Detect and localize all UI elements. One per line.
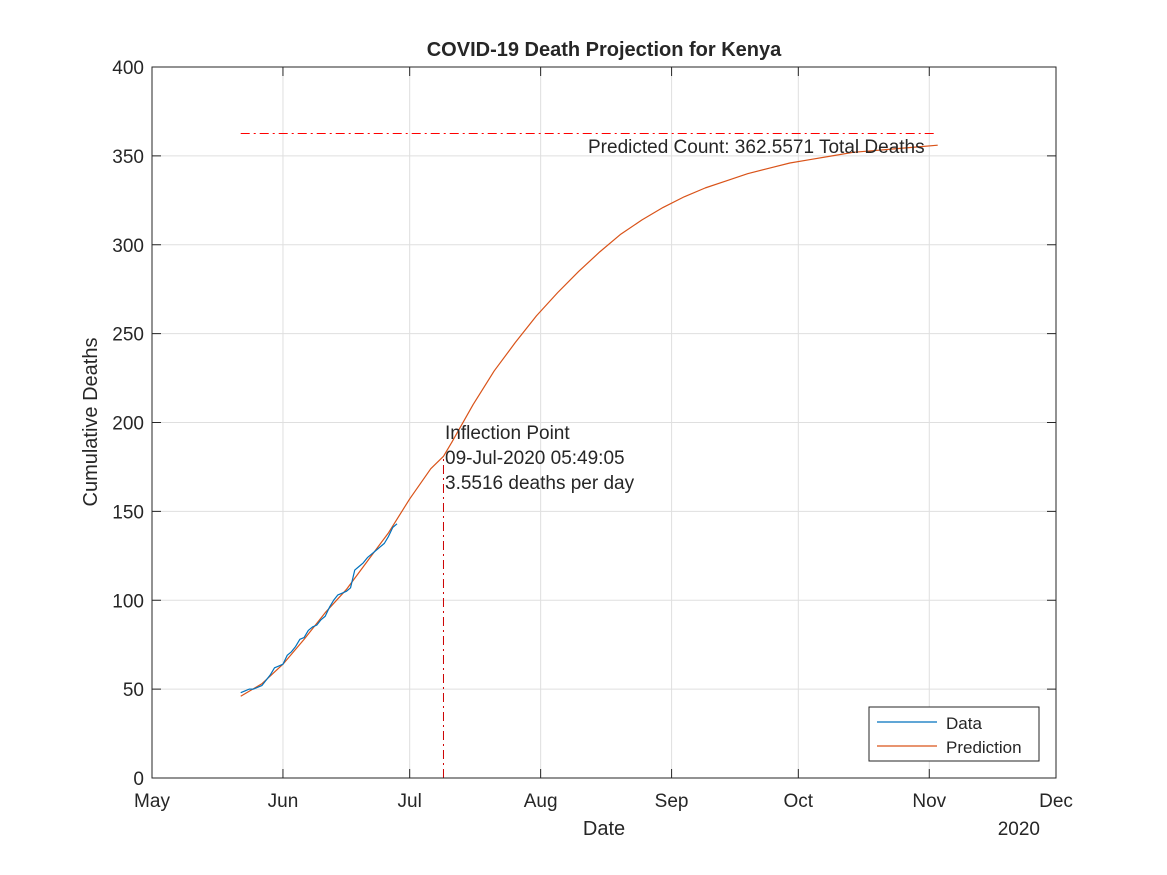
legend: Data Prediction — [868, 706, 1040, 762]
y-tick-label: 350 — [112, 147, 144, 168]
axis-ticks: May Jun Jul Aug Sep Oct Nov Dec 0 50 100 150 200 250 3… — [112, 58, 1073, 812]
x-tick-label: Jul — [398, 791, 422, 812]
chart-title: COVID-19 Death Projection for Kenya — [427, 39, 782, 61]
y-tick-label: 200 — [112, 414, 144, 435]
inflection-annotation-date: 09-Jul-2020 05:49:05 — [445, 448, 625, 469]
series-line-prediction — [240, 144, 938, 697]
legend-box — [868, 706, 1040, 762]
annotations: Predicted Count: 362.5571 Total Deaths I… — [445, 137, 925, 494]
y-tick-label: 250 — [112, 325, 144, 346]
reference-lines — [240, 133, 938, 778]
x-axis-label: Date — [583, 818, 625, 840]
x-axis-year-label: 2020 — [998, 819, 1040, 840]
y-tick-label: 100 — [112, 591, 144, 612]
predicted-count-annotation: Predicted Count: 362.5571 Total Deaths — [588, 137, 925, 158]
inflection-annotation-title: Inflection Point — [445, 423, 570, 444]
y-tick-label: 300 — [112, 236, 144, 257]
x-tick-label: Aug — [524, 791, 558, 812]
inflection-annotation-rate: 3.5516 deaths per day — [445, 473, 635, 494]
x-tick-label: Jun — [268, 791, 299, 812]
x-tick-label: May — [134, 791, 170, 812]
series-lines — [240, 144, 938, 697]
y-tick-label: 50 — [123, 680, 144, 701]
y-tick-label: 400 — [112, 58, 144, 79]
x-tick-label: Nov — [912, 791, 946, 812]
y-axis-label: Cumulative Deaths — [80, 338, 102, 507]
series-line-data — [240, 523, 398, 694]
y-tick-label: 0 — [133, 769, 144, 790]
y-tick-label: 150 — [112, 502, 144, 523]
legend-label-prediction: Prediction — [946, 738, 1022, 757]
x-tick-label: Dec — [1039, 791, 1073, 812]
legend-label-data: Data — [946, 714, 982, 733]
x-tick-label: Sep — [655, 791, 689, 812]
x-tick-label: Oct — [784, 791, 814, 812]
